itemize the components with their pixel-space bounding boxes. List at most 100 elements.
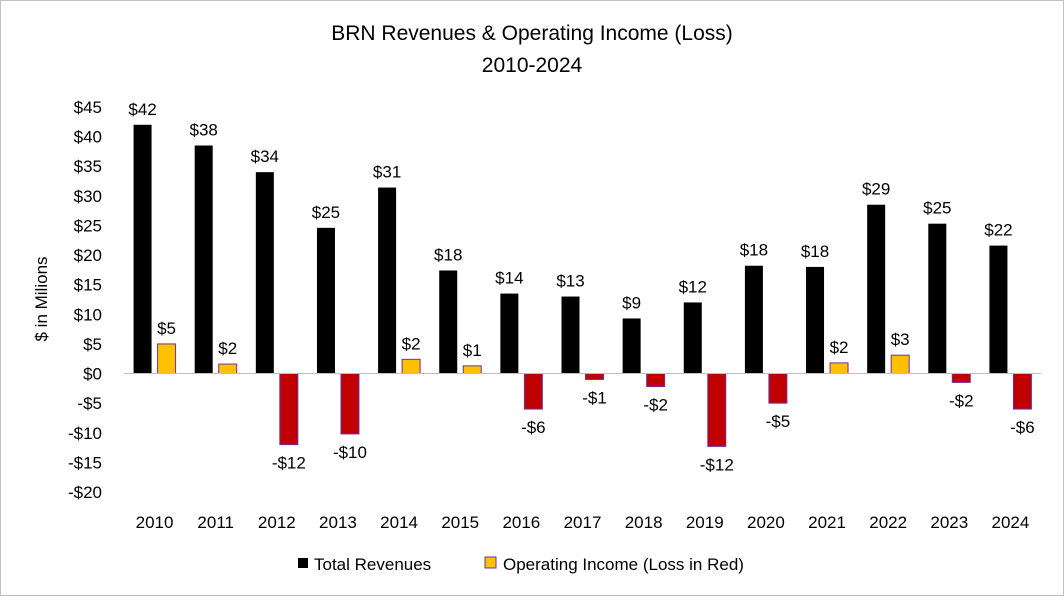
revenue-bar[interactable] bbox=[622, 318, 641, 374]
operating-income-data-label: -$2 bbox=[643, 396, 668, 415]
revenue-data-label: $22 bbox=[984, 221, 1012, 240]
y-tick-label: $25 bbox=[74, 216, 102, 235]
revenue-bar[interactable] bbox=[561, 296, 580, 374]
revenue-bar[interactable] bbox=[806, 266, 825, 374]
y-tick-label: $20 bbox=[74, 246, 102, 265]
revenue-bar[interactable] bbox=[439, 270, 458, 374]
operating-loss-bar[interactable] bbox=[768, 373, 788, 404]
y-axis: -$20 -$15 -$10 -$5 $0 $5 $10 $15 $20 $25 $30 $35 $40… bbox=[68, 98, 102, 502]
revenue-data-label: $18 bbox=[434, 245, 462, 264]
operating-income-bar[interactable] bbox=[401, 358, 421, 375]
operating-income-data-label: $2 bbox=[218, 339, 237, 358]
operating-loss-bar[interactable] bbox=[279, 373, 299, 446]
x-tick-label: 2014 bbox=[380, 513, 418, 532]
legend-label-revenues: Total Revenues bbox=[314, 555, 431, 574]
operating-loss-bar[interactable] bbox=[1012, 373, 1032, 410]
revenue-data-label: $13 bbox=[556, 272, 584, 291]
revenue-data-label: $34 bbox=[251, 147, 279, 166]
operating-loss-bar[interactable] bbox=[523, 373, 543, 410]
operating-income-bar[interactable] bbox=[890, 354, 910, 375]
x-tick-label: 2016 bbox=[502, 513, 540, 532]
y-tick-label: $40 bbox=[74, 128, 102, 147]
y-tick-label: $10 bbox=[74, 305, 102, 324]
operating-loss-bar[interactable] bbox=[951, 373, 971, 383]
revenue-data-label: $9 bbox=[622, 293, 641, 312]
revenue-data-label: $38 bbox=[190, 121, 218, 140]
legend-label-operating-income: Operating Income (Loss in Red) bbox=[503, 555, 744, 574]
operating-loss-bar[interactable] bbox=[585, 373, 604, 380]
x-tick-label: 2024 bbox=[992, 513, 1030, 532]
x-tick-label: 2011 bbox=[197, 513, 234, 532]
x-tick-label: 2023 bbox=[930, 513, 968, 532]
revenue-data-label: $25 bbox=[923, 199, 951, 218]
y-tick-label: $0 bbox=[83, 365, 102, 384]
revenue-data-label: $29 bbox=[862, 180, 890, 199]
revenue-bar[interactable] bbox=[255, 172, 274, 374]
operating-income-data-label: -$5 bbox=[766, 412, 791, 431]
revenue-data-label: $42 bbox=[128, 100, 156, 119]
operating-income-data-label: $2 bbox=[830, 338, 849, 357]
x-tick-label: 2021 bbox=[808, 513, 846, 532]
plot-area bbox=[133, 124, 1032, 447]
y-tick-label: $45 bbox=[74, 98, 102, 117]
x-tick-label: 2017 bbox=[564, 513, 602, 532]
legend-swatch-revenues bbox=[298, 558, 308, 568]
operating-income-bar[interactable] bbox=[462, 365, 482, 375]
revenue-data-label: $14 bbox=[495, 269, 523, 288]
operating-income-data-label: -$10 bbox=[333, 443, 367, 462]
operating-loss-bar[interactable] bbox=[340, 373, 360, 435]
x-tick-label: 2019 bbox=[686, 513, 724, 532]
revenue-bar[interactable] bbox=[928, 223, 947, 374]
x-tick-label: 2010 bbox=[136, 513, 174, 532]
operating-income-data-label: -$12 bbox=[700, 455, 734, 474]
revenue-bar[interactable] bbox=[744, 265, 763, 374]
operating-income-bar[interactable] bbox=[157, 343, 177, 375]
operating-income-bar[interactable] bbox=[829, 362, 849, 375]
chart-title: BRN Revenues & Operating Income (Loss) bbox=[331, 22, 733, 45]
y-tick-label: -$20 bbox=[68, 483, 102, 502]
legend-swatch-operating-income bbox=[484, 556, 497, 569]
revenue-data-label: $18 bbox=[740, 241, 768, 260]
x-tick-label: 2018 bbox=[625, 513, 663, 532]
operating-income-data-label: $5 bbox=[157, 319, 176, 338]
y-tick-label: -$10 bbox=[68, 424, 102, 443]
revenue-bar[interactable] bbox=[867, 204, 886, 374]
y-tick-label: -$5 bbox=[77, 394, 102, 413]
revenue-bar[interactable] bbox=[683, 302, 702, 374]
revenue-bar[interactable] bbox=[194, 145, 213, 374]
operating-income-data-label: $2 bbox=[402, 334, 421, 353]
legend[interactable]: Total Revenues Operating Income (Loss in… bbox=[298, 555, 744, 574]
operating-income-bar[interactable] bbox=[218, 363, 238, 375]
y-axis-label: $ in Milions bbox=[32, 256, 51, 341]
revenue-bar[interactable] bbox=[500, 293, 519, 374]
x-tick-label: 2012 bbox=[258, 513, 296, 532]
y-tick-label: $15 bbox=[74, 276, 102, 295]
x-tick-label: 2013 bbox=[319, 513, 357, 532]
y-tick-label: $5 bbox=[83, 335, 102, 354]
operating-income-data-label: -$6 bbox=[1010, 418, 1035, 437]
revenue-data-label: $31 bbox=[373, 163, 401, 182]
x-tick-label: 2020 bbox=[747, 513, 785, 532]
operating-income-data-label: -$6 bbox=[521, 418, 546, 437]
operating-income-data-label: -$12 bbox=[272, 454, 306, 473]
revenue-bar[interactable] bbox=[316, 227, 335, 374]
operating-income-data-label: $3 bbox=[891, 330, 910, 349]
x-axis: 2010 2011 2012 2013 2014 2015 2016 2017 2018 2019… bbox=[136, 513, 1030, 532]
x-tick-label: 2022 bbox=[869, 513, 907, 532]
y-tick-label: $35 bbox=[74, 157, 102, 176]
operating-income-data-label: -$1 bbox=[582, 388, 607, 407]
data-labels: $42 $5 $38 $2 $34 -$12 $25 -$10 $31 $2 $18 $1 $14 -$6… bbox=[128, 100, 1034, 475]
operating-income-data-label: $1 bbox=[463, 341, 482, 360]
chart-subtitle: 2010-2024 bbox=[482, 54, 583, 77]
revenue-bar[interactable] bbox=[133, 124, 152, 374]
y-tick-label: -$15 bbox=[68, 453, 102, 472]
operating-loss-bar[interactable] bbox=[707, 373, 727, 447]
revenue-data-label: $25 bbox=[312, 203, 340, 222]
revenue-bar[interactable] bbox=[378, 187, 397, 374]
operating-loss-bar[interactable] bbox=[646, 373, 666, 388]
revenue-bar[interactable] bbox=[989, 245, 1008, 374]
operating-income-data-label: -$2 bbox=[949, 391, 974, 410]
x-tick-label: 2015 bbox=[441, 513, 479, 532]
